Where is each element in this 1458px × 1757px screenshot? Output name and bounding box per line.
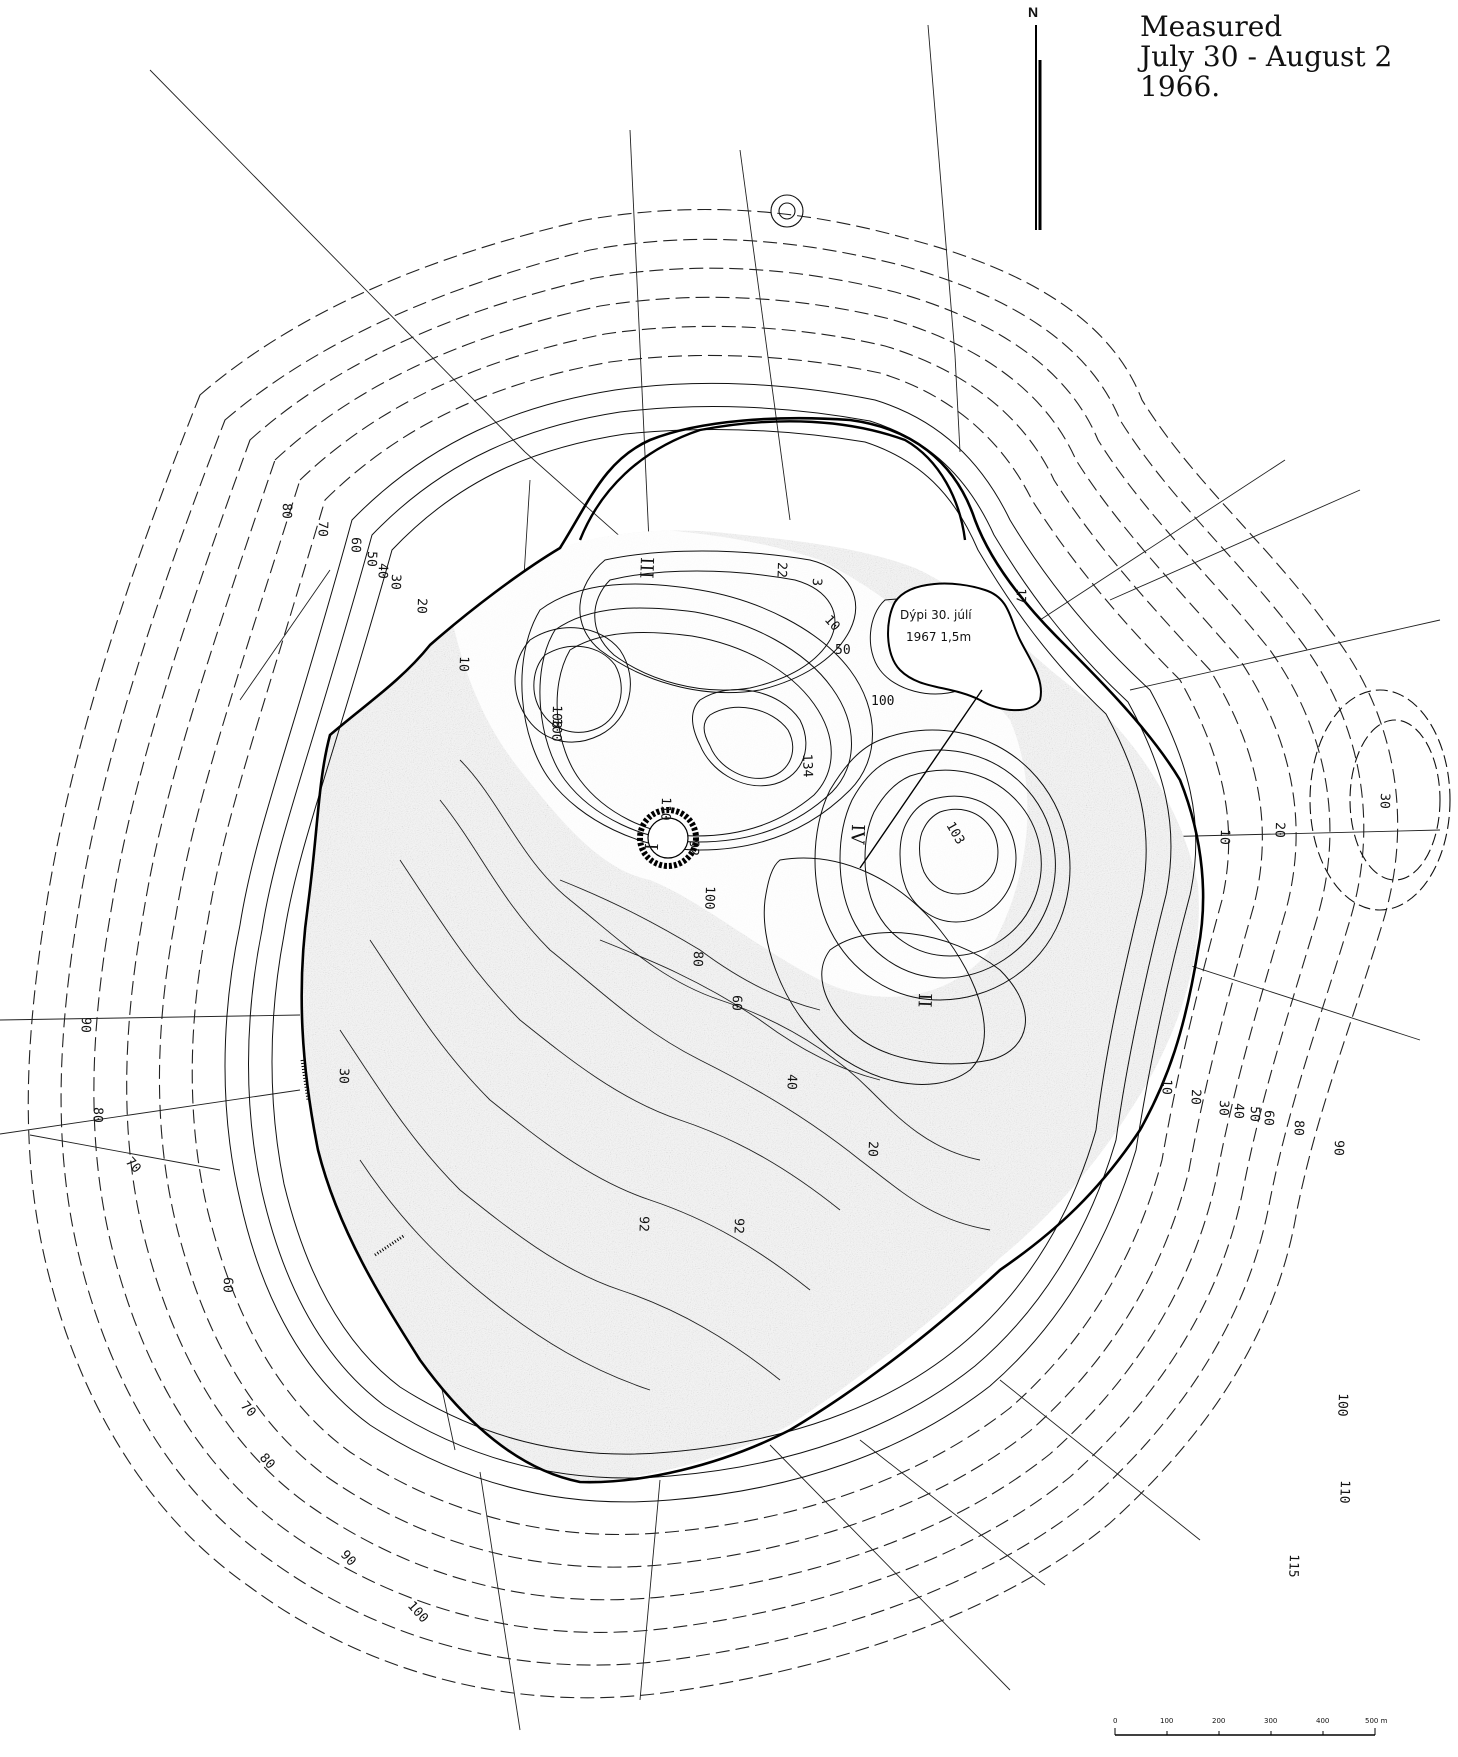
measurement-caption: Measured July 30 - August 2 1966. <box>1140 12 1458 102</box>
outer-contours <box>27 208 1399 1699</box>
contour-label-100-west: 100 <box>548 718 564 742</box>
contour-label-110-se: 110 <box>1336 1480 1352 1504</box>
contour-label-92-low-a: 92 <box>635 1216 651 1232</box>
rim-boundary <box>300 416 1205 1484</box>
contour-label-40-center: 40 <box>783 1074 799 1090</box>
contour-label-90-south: 90 <box>337 1548 359 1570</box>
rim-contours <box>224 382 1197 1503</box>
west-hatch <box>300 1059 310 1101</box>
contour-label-100-south-edge: 100 <box>404 1599 431 1626</box>
contour-label-10-se: 10 <box>1158 1079 1174 1095</box>
contour-label-20-se: 20 <box>1187 1089 1203 1105</box>
contour-label-100-south: 100 <box>701 886 717 910</box>
contour-label-50-se: 50 <box>1246 1106 1262 1122</box>
contour-label-17-north: 17 <box>1012 588 1028 604</box>
contour-label-50-north: 50 <box>835 643 851 658</box>
contour-label-70-sw: 70 <box>122 1155 144 1177</box>
contour-label-20-nw: 20 <box>413 598 429 614</box>
contour-label-80-se: 80 <box>1290 1120 1306 1136</box>
north-arrow <box>1035 25 1042 230</box>
contour-label-20-east: 20 <box>1271 822 1287 838</box>
contour-label-100-north: 100 <box>871 694 894 709</box>
scale-label-500: 500 m <box>1365 1717 1388 1725</box>
contour-label-70-nw: 70 <box>314 521 330 537</box>
vent-III-label: III <box>635 557 657 579</box>
contour-label-80-west: 80 <box>89 1107 105 1123</box>
contour-label-92-crater: 92 <box>685 840 701 856</box>
north-small-crater <box>770 194 804 228</box>
contour-label-80-south: 80 <box>256 1451 278 1473</box>
contour-label-115-se: 115 <box>1285 1554 1301 1578</box>
contour-label-20-right: 20 <box>864 1141 880 1157</box>
contour-label-90-west: 90 <box>77 1017 93 1033</box>
vent-IV-label: IV <box>846 824 868 846</box>
contour-label-30-nw: 30 <box>387 574 403 590</box>
contour-label-40-nw: 40 <box>374 563 390 579</box>
annotation-line-1: Dýpi 30. júlí <box>900 608 972 622</box>
contour-label-110-cone: 110 <box>657 797 673 821</box>
vent-II-label: II <box>914 993 935 1008</box>
lava-contours <box>339 759 991 1391</box>
scale-label-100: 100 <box>1160 1717 1173 1725</box>
caption-line-3: 1966. <box>1140 70 1221 103</box>
contour-label-134-peak: 134 <box>799 754 815 778</box>
contour-label-60-se: 60 <box>1260 1110 1276 1126</box>
caption-line-1: Measured <box>1140 10 1283 43</box>
contour-label-50-nw: 50 <box>363 551 379 567</box>
contour-label-10-nw: 10 <box>455 656 471 672</box>
contour-label-80-center: 80 <box>689 951 705 967</box>
scale-label-300: 300 <box>1264 1717 1277 1725</box>
contour-label-30-left: 30 <box>335 1068 351 1084</box>
contour-label-100-se: 100 <box>1334 1393 1350 1417</box>
east-crater <box>1309 689 1451 911</box>
contour-label-92-low-b: 92 <box>730 1218 746 1234</box>
caption-line-2: July 30 - August 2 <box>1140 40 1393 73</box>
contour-label-60-sw: 60 <box>219 1277 235 1293</box>
contour-label-90-se: 90 <box>1330 1140 1346 1156</box>
contour-label-60-center: 60 <box>728 995 744 1011</box>
scale-label-400: 400 <box>1316 1717 1329 1725</box>
contour-label-80-nw: 80 <box>278 503 294 519</box>
contour-label-60-nw: 60 <box>347 537 363 553</box>
scale-label-0: 0 <box>1113 1717 1117 1725</box>
contour-labels: 8070605040302010221050100134100110921031… <box>77 503 1392 1626</box>
lava-field <box>301 530 1199 1482</box>
contour-label-22-north: 22 <box>773 562 789 578</box>
contour-label-10-east: 10 <box>1216 829 1232 845</box>
contour-label-40-se: 40 <box>1230 1103 1246 1119</box>
cone-contours <box>514 550 1071 1085</box>
north-lake <box>887 582 1042 712</box>
annotation-line-2: 1967 1,5m <box>906 630 971 644</box>
contour-label-30-se: 30 <box>1215 1100 1231 1116</box>
contour-label-108-west: 108 <box>548 705 564 729</box>
contour-label-70-south: 70 <box>237 1399 259 1421</box>
contour-label-30-east-far: 30 <box>1376 793 1392 809</box>
fault-line <box>859 689 983 869</box>
scale-label-200: 200 <box>1212 1717 1225 1725</box>
north-lake-rim <box>578 420 967 541</box>
fault-hatch <box>374 1233 406 1257</box>
scale-bar: 0 100 200 300 400 500 m <box>1113 1717 1388 1736</box>
vent-crater <box>637 807 699 869</box>
contour-label-3-north: 3 <box>809 578 824 586</box>
north-label: N <box>1028 4 1039 20</box>
vent-I-label: I <box>640 843 661 851</box>
